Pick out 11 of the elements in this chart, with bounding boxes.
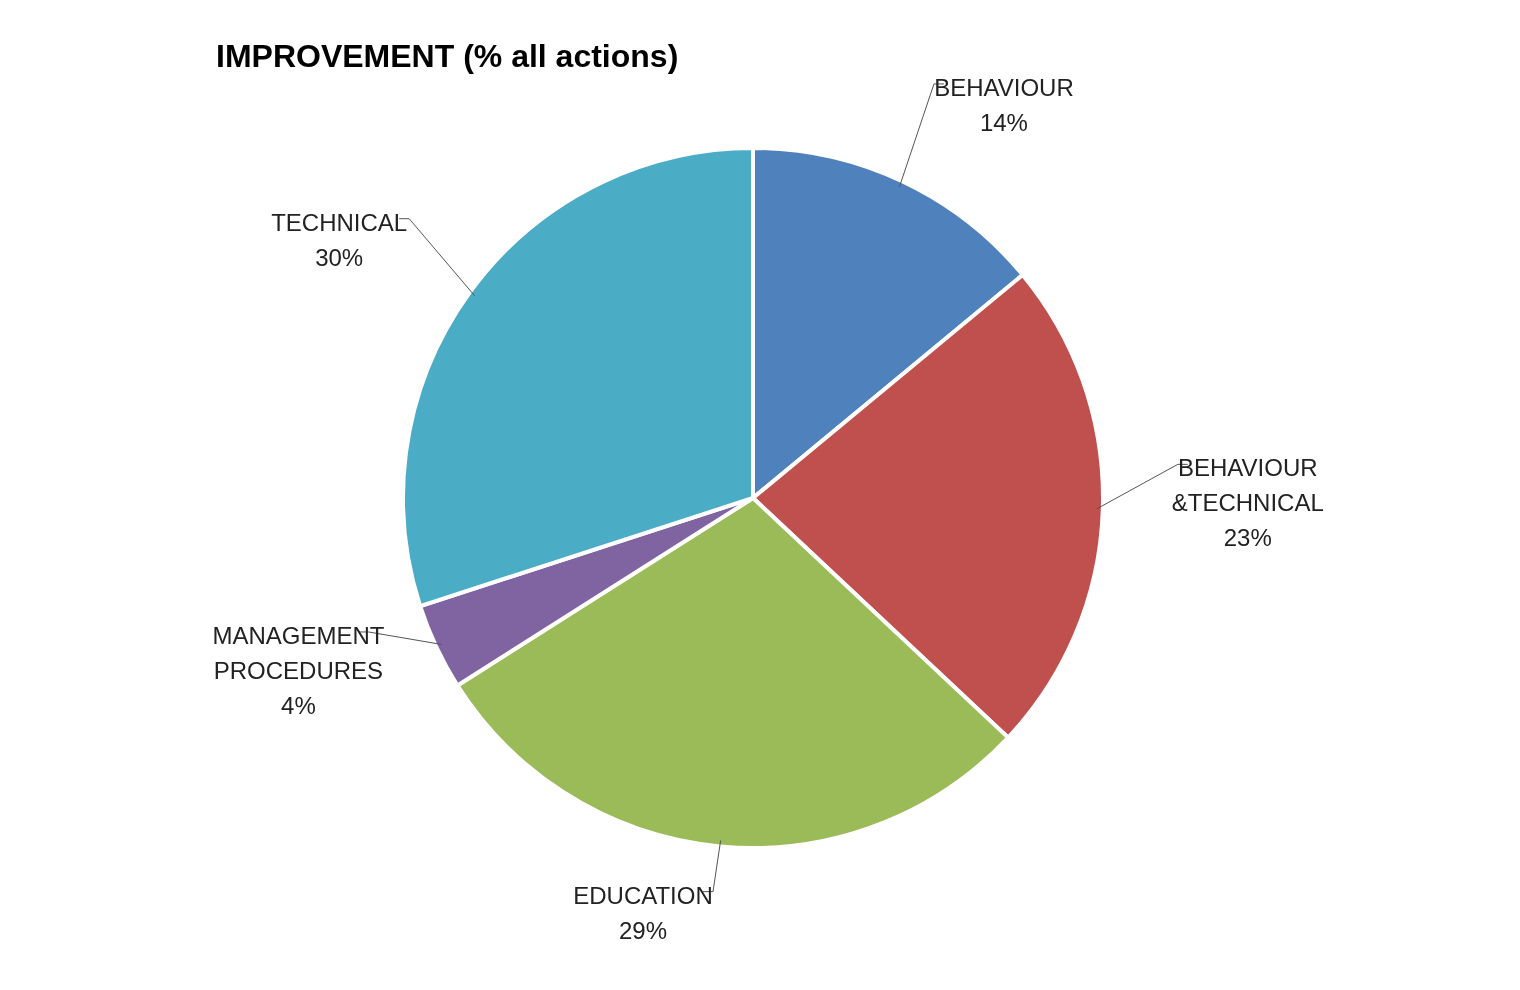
slice-label: BEHAVIOUR &TECHNICAL (1171, 454, 1324, 517)
slice-label: MANAGEMENT PROCEDURES (212, 621, 385, 684)
chart-title: IMPROVEMENT (% all actions) (216, 38, 679, 75)
data-label: 30% (315, 243, 364, 271)
data-label: 29% (618, 916, 668, 944)
data-label: 23% (1223, 524, 1272, 552)
data-label: 14% (979, 108, 1028, 136)
data-label: 4% (281, 691, 316, 719)
slice-label: BEHAVIOUR (934, 73, 1074, 101)
slice-label: EDUCATION (573, 881, 713, 909)
slice-label: TECHNICAL (271, 208, 408, 236)
